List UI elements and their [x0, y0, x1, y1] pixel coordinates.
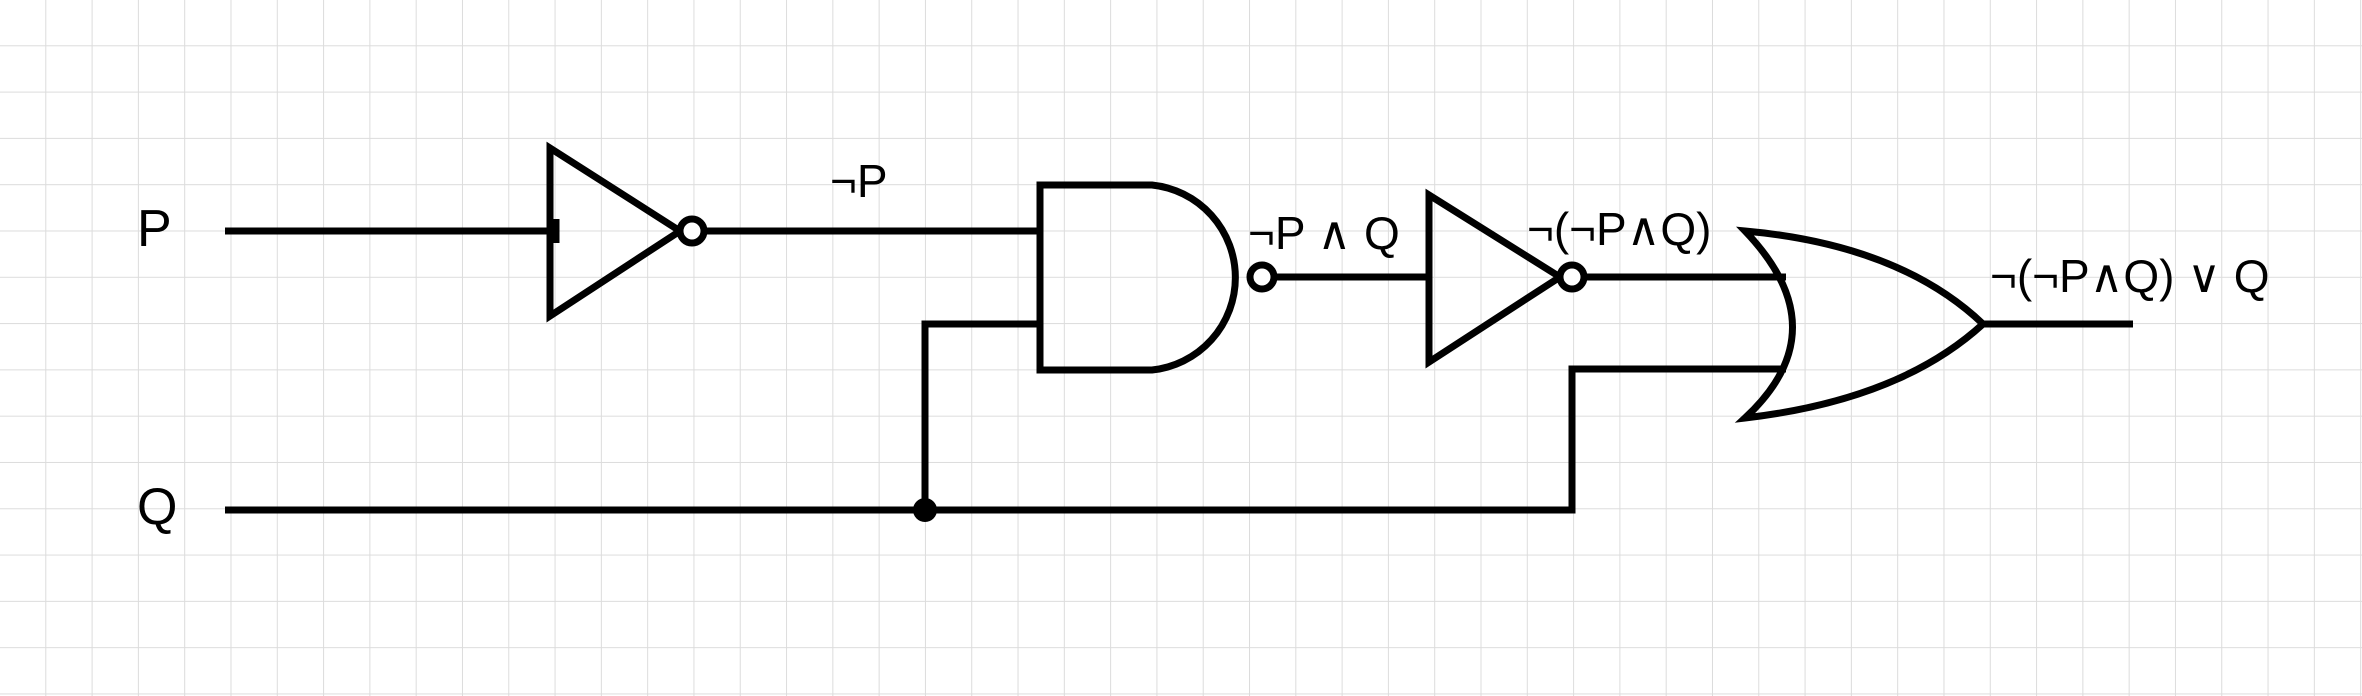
- wire-p-input: [225, 219, 560, 243]
- label-not-p-and-q: ¬P ∧ Q: [1248, 207, 1400, 259]
- label-not-paren: ¬(¬P∧Q): [1527, 203, 1712, 255]
- label-not-p: ¬P: [830, 155, 888, 207]
- not-gate-paren: [1425, 188, 1567, 369]
- wire-junction-q: [913, 498, 937, 522]
- input-label-q: Q: [137, 478, 178, 536]
- and-gate: [1036, 181, 1239, 374]
- not-gate-p: [546, 141, 687, 323]
- not-gate-p-bubble: [676, 215, 708, 247]
- wire-q-branch-and: [921, 320, 1040, 510]
- not-gate-paren-bubble: [1556, 261, 1588, 293]
- or-gate: [1734, 226, 1989, 423]
- input-label-p: P: [137, 200, 172, 258]
- label-final-expression: ¬(¬P∧Q) ∨ Q: [1990, 250, 2270, 302]
- wire-q-input: [225, 365, 1786, 514]
- and-gate-bubble: [1246, 261, 1278, 293]
